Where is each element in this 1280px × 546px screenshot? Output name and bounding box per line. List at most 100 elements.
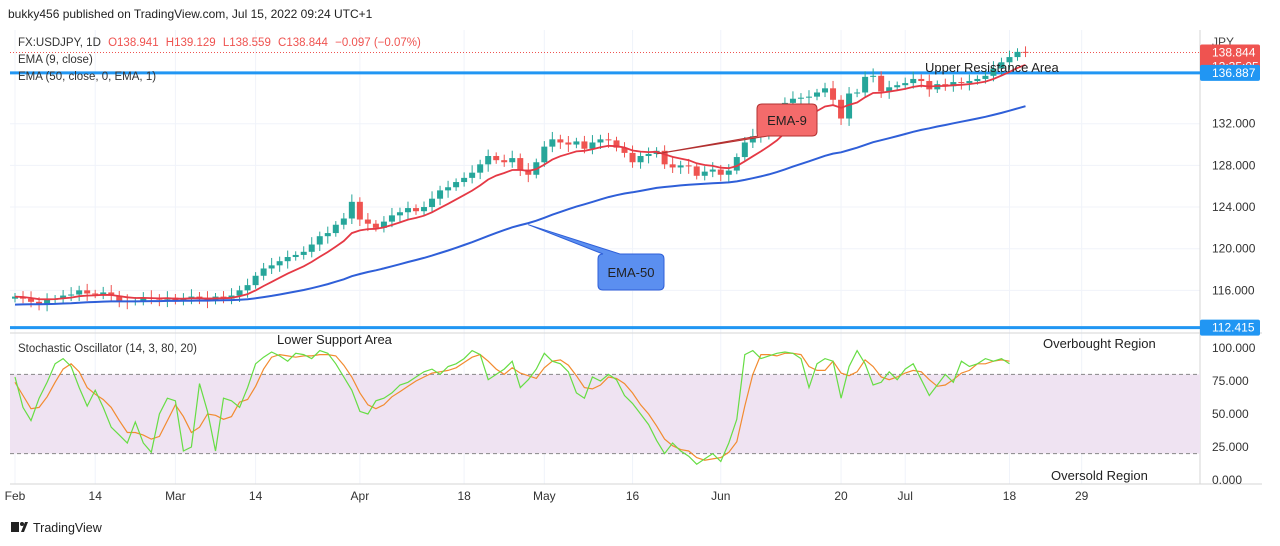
candle[interactable] — [573, 141, 580, 145]
candle[interactable] — [36, 301, 43, 304]
candle[interactable] — [846, 93, 853, 119]
candle[interactable] — [501, 160, 508, 163]
candle[interactable] — [854, 92, 861, 94]
candle[interactable] — [100, 292, 107, 295]
candle[interactable] — [966, 81, 973, 84]
ema9-callout[interactable]: EMA-9 — [656, 103, 818, 155]
candle[interactable] — [76, 290, 83, 295]
candle[interactable] — [549, 139, 556, 147]
candles[interactable] — [12, 46, 1029, 312]
ema50-callout[interactable]: EMA-50 — [528, 224, 665, 291]
candle[interactable] — [372, 223, 379, 228]
candle[interactable] — [605, 139, 612, 141]
candle[interactable] — [1006, 57, 1013, 63]
candle[interactable] — [733, 157, 740, 171]
ema9-line[interactable] — [14, 63, 1026, 301]
candle[interactable] — [998, 62, 1005, 69]
candle[interactable] — [886, 87, 893, 92]
candle[interactable] — [950, 82, 957, 87]
candle[interactable] — [677, 165, 684, 168]
candle[interactable] — [196, 296, 203, 298]
candle[interactable] — [437, 190, 444, 199]
time-axis[interactable]: Feb 14 Mar 14 Apr 18 May 16 Jun 20 Jul 18 29 — [5, 489, 1089, 503]
candle[interactable] — [741, 142, 748, 158]
stochastic-legend[interactable]: Stochastic Oscillator (14, 3, 80, 20) — [18, 343, 197, 355]
candle[interactable] — [990, 68, 997, 76]
candle[interactable] — [629, 152, 636, 163]
candle[interactable] — [364, 219, 371, 224]
candle[interactable] — [918, 78, 925, 82]
candle[interactable] — [509, 158, 516, 163]
candle[interactable] — [340, 218, 347, 225]
candle[interactable] — [421, 207, 428, 212]
candle[interactable] — [268, 265, 275, 269]
candle[interactable] — [725, 170, 732, 175]
tradingview-logo[interactable]: TradingView — [11, 521, 103, 535]
candle[interactable] — [525, 169, 532, 175]
candle[interactable] — [292, 254, 299, 258]
ema9-legend[interactable]: EMA (9, close) — [18, 54, 93, 66]
candle[interactable] — [396, 212, 403, 216]
candle[interactable] — [517, 158, 524, 170]
candle[interactable] — [260, 268, 267, 276]
candle[interactable] — [669, 164, 676, 168]
candle[interactable] — [1022, 51, 1029, 53]
candle[interactable] — [404, 208, 411, 213]
candle[interactable] — [541, 146, 548, 163]
candle[interactable] — [982, 75, 989, 79]
candle[interactable] — [413, 208, 419, 212]
candle[interactable] — [60, 295, 67, 299]
ema50-legend[interactable]: EMA (50, close, 0, EMA, 1) — [18, 71, 156, 83]
candle[interactable] — [717, 169, 724, 175]
candle[interactable] — [276, 261, 283, 266]
candle[interactable] — [140, 297, 147, 301]
candle[interactable] — [645, 153, 652, 157]
candle[interactable] — [461, 177, 468, 183]
stochastic-k-line[interactable] — [14, 349, 1010, 465]
candle[interactable] — [557, 139, 564, 143]
candle[interactable] — [565, 142, 572, 145]
candle[interactable] — [958, 82, 965, 84]
candle[interactable] — [453, 182, 460, 188]
candle[interactable] — [388, 215, 395, 222]
price-axis[interactable]: 116.000 120.000 124.000 128.000 132.000 — [1212, 117, 1256, 298]
candle[interactable] — [597, 139, 604, 143]
candle[interactable] — [332, 224, 339, 234]
candle[interactable] — [797, 97, 804, 99]
candle[interactable] — [493, 156, 500, 161]
candle[interactable] — [894, 85, 901, 88]
stochastic-d-line[interactable] — [14, 352, 1010, 461]
candle[interactable] — [116, 295, 123, 301]
candle[interactable] — [1014, 51, 1021, 58]
candle[interactable] — [180, 298, 187, 301]
candle[interactable] — [356, 201, 363, 220]
candle[interactable] — [749, 136, 756, 143]
candle[interactable] — [300, 251, 307, 255]
candle[interactable] — [477, 164, 484, 173]
candle[interactable] — [974, 78, 981, 82]
candle[interactable] — [870, 75, 877, 77]
candle[interactable] — [485, 156, 492, 165]
candle[interactable] — [316, 236, 323, 245]
candle[interactable] — [613, 140, 620, 148]
candle[interactable] — [380, 221, 387, 228]
candle[interactable] — [789, 98, 796, 103]
candle[interactable] — [693, 166, 700, 176]
candle[interactable] — [910, 78, 917, 84]
candle[interactable] — [348, 201, 355, 219]
candle[interactable] — [822, 88, 829, 93]
candle[interactable] — [581, 141, 588, 149]
candle[interactable] — [84, 290, 91, 294]
candle[interactable] — [429, 198, 436, 208]
candle[interactable] — [44, 299, 51, 304]
candle[interactable] — [709, 169, 716, 172]
candle[interactable] — [469, 172, 476, 178]
candle[interactable] — [862, 76, 869, 93]
candle[interactable] — [252, 275, 259, 286]
candle[interactable] — [838, 99, 845, 119]
candle[interactable] — [701, 171, 708, 176]
candle[interactable] — [902, 83, 909, 86]
candle[interactable] — [830, 88, 837, 100]
candle[interactable] — [324, 233, 331, 237]
